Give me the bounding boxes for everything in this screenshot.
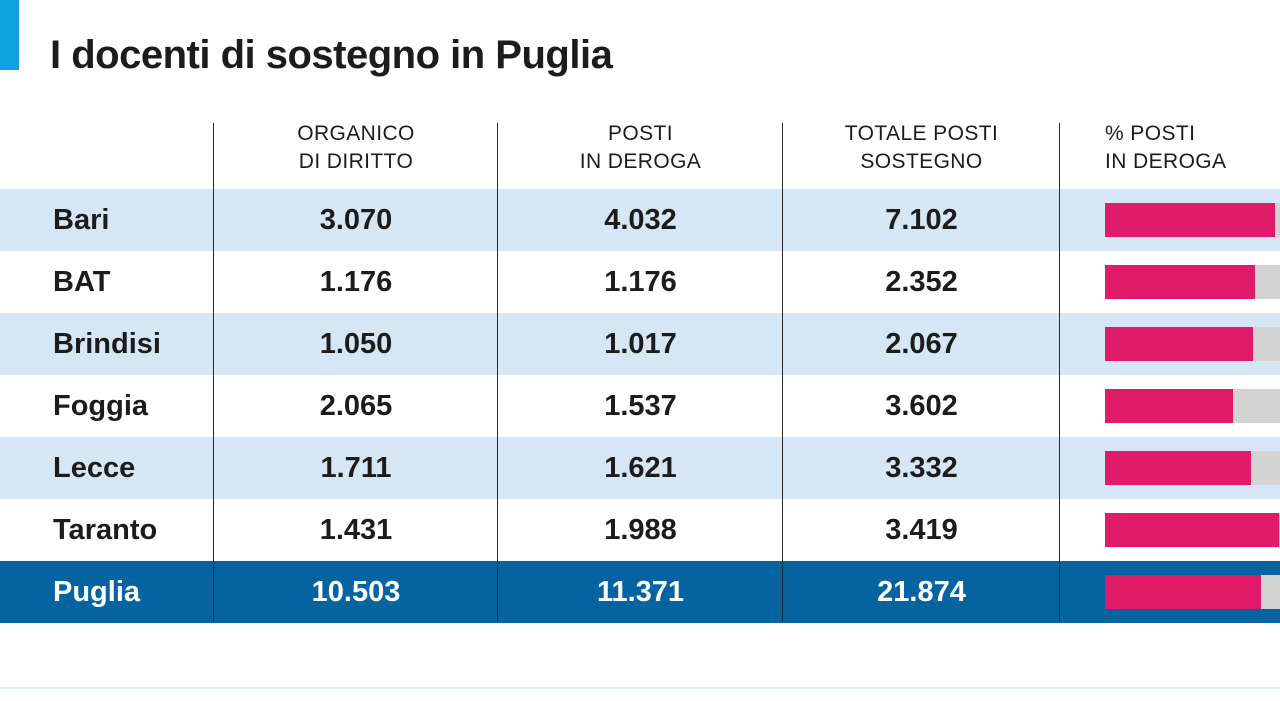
footer-rule (0, 687, 1280, 689)
header-totale-posti-sostegno: TOTALE POSTI SOSTEGNO (783, 120, 1060, 189)
row-name: Lecce (53, 452, 136, 484)
cell-organico: 1.711 (320, 452, 392, 484)
cell-deroga: 1.017 (604, 328, 677, 360)
header-posti-in-deroga: POSTI IN DEROGA (498, 120, 783, 189)
percent-bar (1105, 575, 1261, 609)
cell-totale: 21.874 (877, 576, 966, 608)
percent-bar (1105, 327, 1253, 361)
table-row: BAT 1.176 1.176 2.352 (0, 251, 1280, 313)
row-name: Puglia (53, 576, 141, 608)
percent-bar (1105, 513, 1280, 547)
cell-deroga: 4.032 (604, 204, 677, 236)
cell-totale: 2.067 (885, 328, 958, 360)
percent-bar-track (1105, 575, 1280, 609)
cell-organico: 1.431 (319, 514, 393, 546)
row-name: Brindisi (53, 328, 161, 360)
cell-organico: 2.065 (319, 390, 393, 422)
header-organico-di-diritto: ORGANICO DI DIRITTO (214, 120, 498, 189)
cell-organico: 3.070 (319, 204, 393, 236)
header-row: ORGANICO DI DIRITTO POSTI IN DEROGA TOTA… (0, 120, 1280, 189)
percent-bar-track (1105, 203, 1280, 237)
column-divider (497, 123, 498, 622)
table-row-total: Puglia 10.503 11.371 21.874 (0, 561, 1280, 623)
header-line: IN DEROGA (1105, 150, 1227, 173)
cell-totale: 7.102 (885, 204, 958, 236)
table-row: Taranto 1.431 1.988 3.419 (0, 499, 1280, 561)
cell-organico: 1.176 (319, 266, 393, 298)
row-name: Foggia (53, 390, 149, 422)
cell-totale: 3.419 (885, 514, 958, 546)
cell-deroga: 11.371 (596, 576, 685, 608)
title-accent-bar (0, 0, 19, 70)
column-divider (782, 123, 783, 622)
chart-title: I docenti di sostegno in Puglia (50, 33, 613, 77)
data-table: ORGANICO DI DIRITTO POSTI IN DEROGA TOTA… (0, 120, 1280, 623)
percent-bar (1105, 203, 1276, 237)
cell-deroga: 1.176 (604, 266, 677, 298)
header-percent-posti-in-deroga: % POSTI IN DEROGA (1105, 120, 1280, 189)
percent-bar-track (1105, 451, 1280, 485)
column-divider (213, 123, 214, 622)
header-line: TOTALE POSTI (844, 122, 999, 145)
cell-totale: 3.602 (885, 390, 958, 422)
percent-bar (1105, 451, 1251, 485)
cell-deroga: 1.621 (604, 452, 677, 484)
percent-bar-track (1105, 513, 1280, 547)
percent-bar-track (1105, 327, 1280, 361)
cell-totale: 2.352 (885, 266, 958, 298)
table-row: Lecce 1.711 1.621 3.332 (0, 437, 1280, 499)
percent-bar-track (1105, 389, 1280, 423)
cell-deroga: 1.988 (604, 514, 677, 546)
cell-totale: 3.332 (885, 452, 958, 484)
row-name: Taranto (53, 514, 158, 546)
header-line: SOSTEGNO (860, 150, 983, 173)
header-line: IN DEROGA (579, 150, 702, 173)
percent-bar (1105, 265, 1255, 299)
header-line: DI DIRITTO (298, 150, 414, 173)
percent-bar-track (1105, 265, 1280, 299)
table-row: Brindisi 1.050 1.017 2.067 (0, 313, 1280, 375)
header-line: % POSTI (1105, 122, 1196, 145)
row-name: BAT (53, 266, 111, 298)
cell-organico: 1.050 (319, 328, 393, 360)
percent-bar (1105, 389, 1234, 423)
table-row: Bari 3.070 4.032 7.102 (0, 189, 1280, 251)
column-divider (1059, 123, 1060, 622)
header-line: POSTI (607, 122, 673, 145)
cell-organico: 10.503 (311, 576, 401, 608)
row-name: Bari (53, 204, 110, 236)
header-line: ORGANICO (297, 122, 415, 145)
table-row: Foggia 2.065 1.537 3.602 (0, 375, 1280, 437)
cell-deroga: 1.537 (604, 390, 677, 422)
